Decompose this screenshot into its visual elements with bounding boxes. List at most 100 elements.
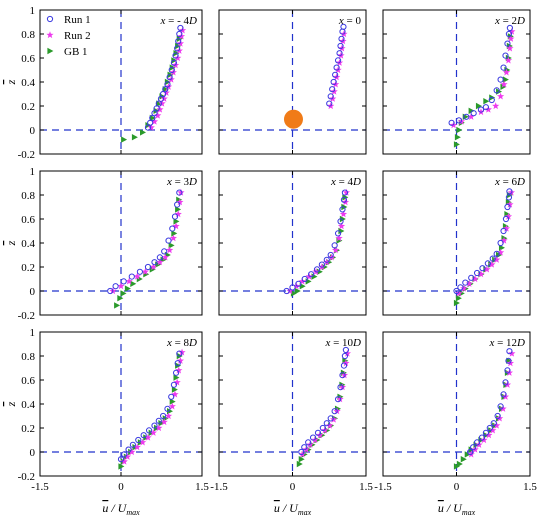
data-point <box>117 282 125 290</box>
data-point <box>336 395 344 403</box>
data-point <box>338 35 345 42</box>
series-run-1 <box>117 350 183 463</box>
data-point <box>149 266 156 273</box>
y-tick-label: 0.2 <box>21 423 35 435</box>
y-tick-label: -0.2 <box>18 149 35 161</box>
data-point <box>290 290 297 297</box>
data-point <box>298 277 306 285</box>
data-point <box>463 113 470 120</box>
data-point <box>506 188 513 195</box>
data-point <box>339 210 348 218</box>
data-point <box>332 246 340 254</box>
x-tick-label: 0 <box>118 481 124 493</box>
data-point <box>125 277 133 285</box>
legend-marker <box>46 15 54 23</box>
data-point <box>162 89 170 96</box>
data-point <box>161 253 169 261</box>
data-point <box>149 114 156 122</box>
data-point <box>470 110 477 117</box>
data-point <box>485 431 493 439</box>
data-point <box>505 194 513 201</box>
data-point <box>149 429 158 436</box>
data-point <box>342 346 350 354</box>
data-point <box>504 367 511 374</box>
data-point <box>308 271 315 278</box>
cylinder-marker <box>283 109 303 129</box>
data-point <box>125 446 132 453</box>
data-point <box>486 424 493 432</box>
data-point <box>118 463 125 470</box>
data-point <box>172 222 180 230</box>
data-point <box>176 198 184 206</box>
data-point <box>176 189 183 196</box>
panel-label: x = 6D <box>494 176 525 188</box>
data-point <box>150 117 159 125</box>
data-point <box>171 213 179 220</box>
data-point <box>455 289 463 297</box>
data-point <box>456 460 463 468</box>
data-point <box>120 290 127 297</box>
data-point <box>477 108 485 116</box>
panel-label: x = - 4D <box>160 15 198 27</box>
data-point <box>155 417 162 424</box>
panel-6: x = 6D <box>382 170 531 316</box>
data-point <box>339 372 346 379</box>
data-point <box>145 427 153 434</box>
data-point <box>296 460 303 468</box>
data-point <box>305 439 312 446</box>
data-point <box>502 76 509 83</box>
data-point <box>173 218 180 225</box>
data-point <box>168 393 175 400</box>
data-point <box>505 357 512 364</box>
data-point <box>484 260 491 267</box>
panel-label: x = 0 <box>338 15 362 27</box>
data-point <box>339 215 346 223</box>
data-point <box>164 412 173 420</box>
data-point <box>500 83 507 90</box>
data-point <box>169 398 176 405</box>
data-point <box>471 275 479 283</box>
data-point <box>314 429 322 436</box>
data-point <box>338 383 347 391</box>
series-run-1 <box>107 189 183 295</box>
data-point <box>121 451 128 458</box>
data-point <box>301 444 308 451</box>
data-point <box>309 434 317 441</box>
data-point <box>158 99 166 107</box>
data-point <box>456 126 463 134</box>
panel-1: -0.2 0 0.2 0.4 0.6 0.8 1 x = - 4D Run 1 Run 2 GB 1 <box>18 5 203 161</box>
series-run-2 <box>455 188 515 297</box>
data-point <box>144 263 152 271</box>
panel-2: x = 0 <box>218 9 367 155</box>
y-tick-label: 0.4 <box>21 399 35 411</box>
data-point <box>477 106 485 113</box>
data-point <box>173 378 181 386</box>
data-point <box>155 424 163 432</box>
series-run-2 <box>298 349 351 458</box>
data-point <box>477 270 485 278</box>
data-point <box>168 66 175 74</box>
data-point <box>482 104 489 111</box>
data-point <box>484 105 492 113</box>
y-tick-label: 1 <box>30 5 36 17</box>
y-axis-label: z <box>4 79 18 85</box>
x-tick-label: 1.5 <box>523 481 537 493</box>
y-tick-label: 0.4 <box>21 77 35 89</box>
data-point <box>283 287 290 295</box>
y-tick-label: 0 <box>30 286 36 298</box>
data-point <box>313 266 321 273</box>
data-point <box>107 287 114 295</box>
panel-3: x = 2D <box>382 9 531 155</box>
data-point <box>490 420 497 427</box>
data-point <box>294 287 301 295</box>
data-point <box>329 86 336 93</box>
legend-label: GB 1 <box>64 46 88 58</box>
data-point <box>327 251 334 259</box>
data-point <box>160 412 167 420</box>
data-point <box>164 405 171 412</box>
data-point <box>340 371 349 379</box>
data-point <box>502 52 509 59</box>
data-point <box>488 96 495 104</box>
series-run-1 <box>298 346 350 456</box>
data-point <box>337 384 344 391</box>
